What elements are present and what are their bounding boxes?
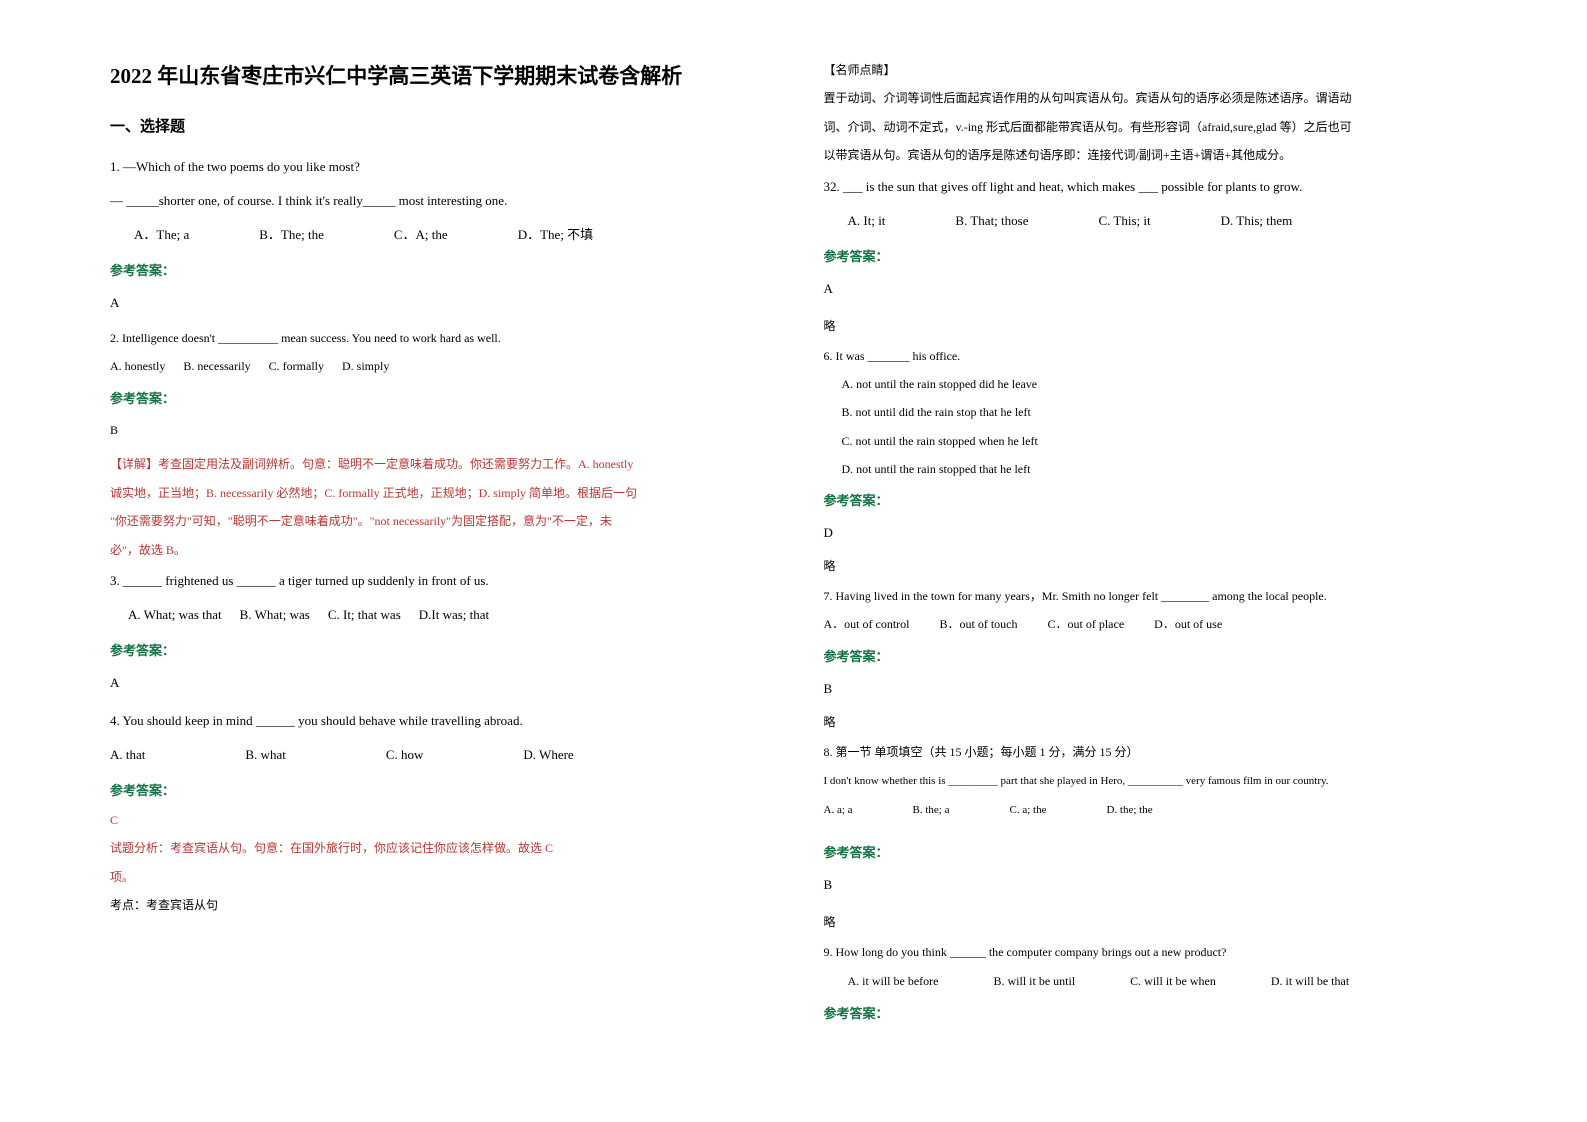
q4-optC: C. how: [386, 742, 424, 768]
q1-answer-label: 参考答案：: [110, 258, 764, 284]
q2-exp-line4: 必"，故选 B。: [110, 540, 764, 560]
q8-optB: B. the; a: [913, 800, 950, 821]
tip-title: 【名师点睛】: [824, 60, 1478, 80]
q6-optB: B. not until did the rain stop that he l…: [824, 402, 1478, 422]
q2-optC: C. formally: [269, 356, 324, 376]
tip-line3: 以带宾语从句。宾语从句的语序是陈述句语序即：连接代词/副词+主语+谓语+其他成分…: [824, 145, 1478, 165]
q7-answer-label: 参考答案：: [824, 644, 1478, 670]
q32-answer: A: [824, 276, 1478, 302]
q9-optD: D. it will be that: [1271, 971, 1349, 991]
q9-optB: B. will it be until: [993, 971, 1075, 991]
q2-exp-line2: 诚实地，正当地；B. necessarily 必然地；C. formally 正…: [110, 483, 764, 503]
q7-options: A．out of control B．out of touch C．out of…: [824, 614, 1478, 634]
q2-answer: B: [110, 418, 764, 442]
q9-optC: C. will it be when: [1130, 971, 1216, 991]
q6-answer-label: 参考答案：: [824, 488, 1478, 514]
q4-stem: 4. You should keep in mind ______ you sh…: [110, 708, 764, 734]
q3-answer: A: [110, 670, 764, 696]
q7-stem: 7. Having lived in the town for many yea…: [824, 586, 1478, 606]
q4-optB: B. what: [245, 742, 285, 768]
q1-optC: C．A; the: [394, 222, 448, 248]
q32-extra: 略: [824, 314, 1478, 338]
q4-optA: A. that: [110, 742, 145, 768]
q8-optC: C. a; the: [1009, 800, 1046, 821]
q3-optA: A. What; was that: [128, 602, 222, 628]
q7-answer: B: [824, 676, 1478, 702]
q32-stem: 32. ___ is the sun that gives off light …: [824, 174, 1478, 200]
q4-answer: C: [110, 810, 764, 830]
q8-extra: 略: [824, 910, 1478, 934]
q6-optA: A. not until the rain stopped did he lea…: [824, 374, 1478, 394]
tip-line1: 置于动词、介词等词性后面起宾语作用的从句叫宾语从句。宾语从句的语序必须是陈述语序…: [824, 88, 1478, 108]
q2-stem: 2. Intelligence doesn't __________ mean …: [110, 328, 764, 348]
q2-optB: B. necessarily: [183, 356, 250, 376]
q32-options: A. It; it B. That; those C. This; it D. …: [824, 208, 1478, 234]
q32-optB: B. That; those: [955, 208, 1028, 234]
q9-options: A. it will be before B. will it be until…: [824, 971, 1478, 991]
q1-optD: D．The; 不填: [518, 222, 593, 248]
section-heading: 一、选择题: [110, 112, 764, 142]
q2-answer-label: 参考答案：: [110, 386, 764, 412]
q4-optD: D. Where: [523, 742, 573, 768]
q1-optB: B．The; the: [259, 222, 324, 248]
left-column: 2022 年山东省枣庄市兴仁中学高三英语下学期期末试卷含解析 一、选择题 1. …: [80, 60, 794, 1062]
q6-extra: 略: [824, 554, 1478, 578]
q3-optB: B. What; was: [240, 602, 310, 628]
q32-answer-label: 参考答案：: [824, 244, 1478, 270]
q2-exp-line3: "你还需要努力"可知，"聪明不一定意味着成功"。"not necessarily…: [110, 511, 764, 531]
q8-options: A. a; a B. the; a C. a; the D. the; the: [824, 800, 1478, 821]
q32-optC: C. This; it: [1098, 208, 1150, 234]
q9-stem: 9. How long do you think ______ the comp…: [824, 942, 1478, 962]
q4-exp-line2: 项。: [110, 867, 764, 887]
q6-optC: C. not until the rain stopped when he le…: [824, 431, 1478, 451]
q1-stem-line2: — _____shorter one, of course. I think i…: [110, 188, 764, 214]
q7-optD: D．out of use: [1154, 614, 1222, 634]
q6-stem: 6. It was _______ his office.: [824, 346, 1478, 366]
q2-exp-line1: 【详解】考查固定用法及副词辨析。句意：聪明不一定意味着成功。你还需要努力工作。A…: [110, 454, 764, 474]
q7-optB: B．out of touch: [940, 614, 1018, 634]
q4-exp-line1: 试题分析：考查宾语从句。句意：在国外旅行时，你应该记住你应该怎样做。故选 C: [110, 838, 764, 858]
q1-optA: A．The; a: [134, 222, 189, 248]
q1-stem-line1: 1. —Which of the two poems do you like m…: [110, 154, 764, 180]
q32-optD: D. This; them: [1221, 208, 1293, 234]
q9-answer-label: 参考答案：: [824, 1001, 1478, 1027]
q4-exp-line3: 考点：考查宾语从句: [110, 895, 764, 915]
q4-options: A. that B. what C. how D. Where: [110, 742, 764, 768]
q3-optD: D.It was; that: [419, 602, 489, 628]
q7-optA: A．out of control: [824, 614, 910, 634]
q3-options: A. What; was that B. What; was C. It; th…: [110, 602, 764, 628]
q3-stem: 3. ______ frightened us ______ a tiger t…: [110, 568, 764, 594]
q1-options: A．The; a B．The; the C．A; the D．The; 不填: [110, 222, 764, 248]
q4-answer-label: 参考答案：: [110, 778, 764, 804]
q9-optA: A. it will be before: [848, 971, 939, 991]
q3-optC: C. It; that was: [328, 602, 401, 628]
q2-options: A. honestly B. necessarily C. formally D…: [110, 356, 764, 376]
q7-optC: C．out of place: [1048, 614, 1125, 634]
right-column: 【名师点睛】 置于动词、介词等词性后面起宾语作用的从句叫宾语从句。宾语从句的语序…: [794, 60, 1508, 1062]
q3-answer-label: 参考答案：: [110, 638, 764, 664]
q8-optA: A. a; a: [824, 800, 853, 821]
q8-stem: I don't know whether this is _________ p…: [824, 771, 1478, 792]
q7-extra: 略: [824, 710, 1478, 734]
document-title: 2022 年山东省枣庄市兴仁中学高三英语下学期期末试卷含解析: [110, 60, 764, 94]
q8-heading: 8. 第一节 单项填空（共 15 小题；每小题 1 分，满分 15 分）: [824, 742, 1478, 762]
q8-answer: B: [824, 872, 1478, 898]
q8-optD: D. the; the: [1106, 800, 1152, 821]
q6-optD: D. not until the rain stopped that he le…: [824, 459, 1478, 479]
tip-line2: 词、介词、动词不定式，v.-ing 形式后面都能带宾语从句。有些形容词（afra…: [824, 117, 1478, 137]
q1-answer: A: [110, 290, 764, 316]
q2-optD: D. simply: [342, 356, 389, 376]
q32-optA: A. It; it: [848, 208, 886, 234]
q6-answer: D: [824, 520, 1478, 546]
q2-optA: A. honestly: [110, 356, 165, 376]
q8-answer-label: 参考答案：: [824, 840, 1478, 866]
